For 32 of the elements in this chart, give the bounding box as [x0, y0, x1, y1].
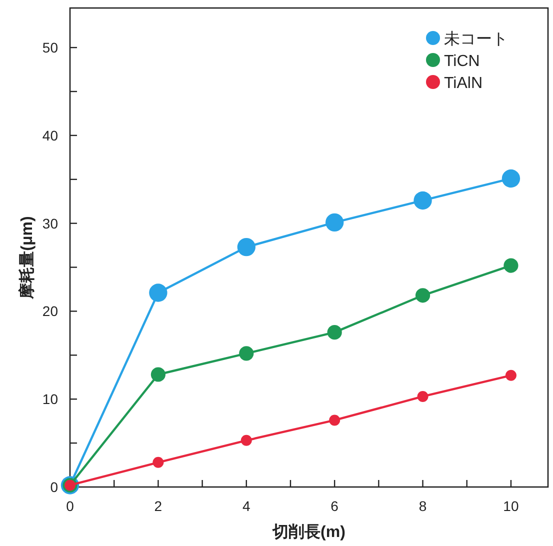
point: [152, 456, 164, 468]
point: [240, 434, 252, 446]
point: [414, 191, 432, 210]
x-tick-label: 0: [66, 498, 74, 514]
point: [502, 169, 520, 188]
y-tick-label: 10: [42, 391, 58, 408]
x-tick-label: 4: [242, 498, 250, 514]
x-tick-label: 2: [154, 498, 162, 514]
point: [149, 284, 168, 302]
point: [417, 390, 428, 402]
point: [327, 325, 342, 340]
point: [329, 414, 340, 426]
y-tick-label: 0: [50, 479, 58, 495]
point: [239, 346, 254, 361]
point: [325, 213, 344, 232]
x-tick-label: 8: [418, 498, 427, 514]
x-tick-label: 10: [503, 498, 519, 514]
legend-label: 未コート: [444, 30, 508, 48]
y-tick-label: 30: [42, 215, 58, 232]
point: [505, 370, 516, 381]
legend-label: TiAlN: [444, 75, 483, 92]
point: [504, 258, 518, 273]
y-tick-label: 20: [42, 303, 58, 320]
legend-label: TiCN: [444, 53, 480, 70]
point: [237, 238, 256, 256]
y-tick-label: 50: [42, 40, 58, 56]
x-tick-label: 6: [330, 498, 339, 514]
x-axis-title: 切削長(m): [272, 523, 346, 541]
y-axis-title: 摩耗量(μm): [18, 216, 36, 300]
y-tick-label: 40: [42, 127, 58, 144]
point: [415, 288, 430, 303]
point: [150, 367, 166, 382]
